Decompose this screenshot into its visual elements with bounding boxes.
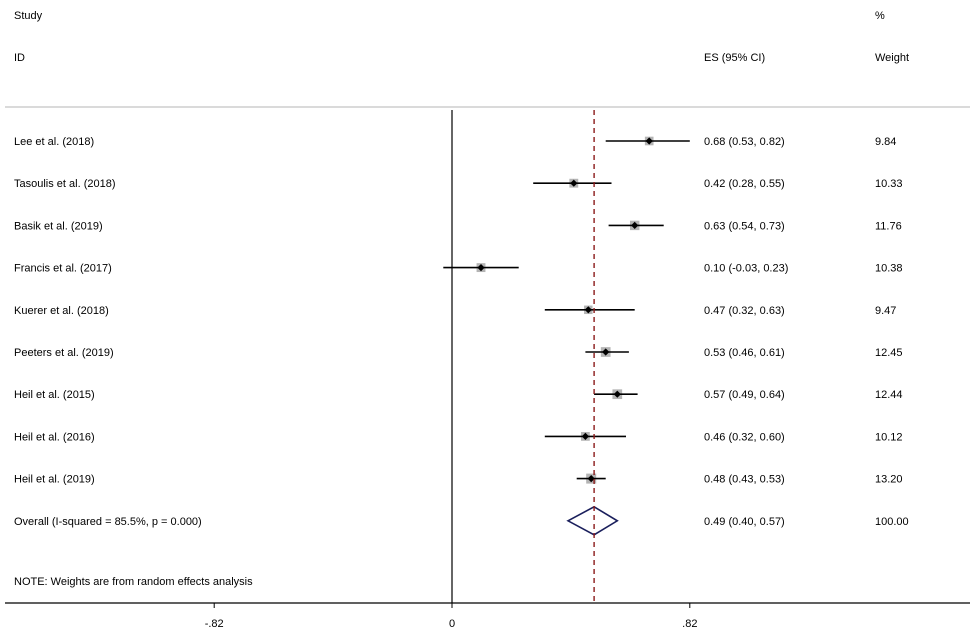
study-label: Heil et al. (2016): [14, 431, 95, 443]
effect-size-text: 0.53 (0.46, 0.61): [704, 347, 785, 359]
header-study: Study: [14, 10, 43, 22]
effect-size-text: 0.68 (0.53, 0.82): [704, 136, 785, 148]
overall-diamond: [566, 505, 619, 536]
header-weight: Weight: [875, 52, 909, 64]
study-label: Heil et al. (2019): [14, 474, 95, 486]
weight-text: 13.20: [875, 474, 903, 486]
effect-size-text: 0.46 (0.32, 0.60): [704, 431, 785, 443]
study-label: Kuerer et al. (2018): [14, 305, 109, 317]
study-label: Lee et al. (2018): [14, 136, 94, 148]
study-label: Peeters et al. (2019): [14, 347, 114, 359]
effect-size-text: 0.42 (0.28, 0.55): [704, 178, 785, 190]
point-estimate: [613, 390, 621, 398]
study-label: Basik et al. (2019): [14, 220, 103, 232]
weight-text: 9.47: [875, 305, 896, 317]
effect-size-text: 0.63 (0.54, 0.73): [704, 220, 785, 232]
weight-text: 10.33: [875, 178, 903, 190]
weight-text: 10.12: [875, 431, 903, 443]
header-es: ES (95% CI): [704, 52, 765, 64]
study-rows: Lee et al. (2018) 0.68 (0.53, 0.82) 9.84 Ta…: [14, 136, 909, 528]
note-text: NOTE: Weights are from random effects an…: [14, 576, 253, 588]
weight-text: 12.45: [875, 347, 903, 359]
overall-label: Overall (I-squared = 85.5%, p = 0.000): [14, 516, 202, 528]
study-label: Heil et al. (2015): [14, 389, 95, 401]
study-label: Francis et al. (2017): [14, 263, 112, 275]
weight-text: 11.76: [875, 220, 902, 232]
header-id: ID: [14, 52, 25, 64]
effect-size-text: 0.47 (0.32, 0.63): [704, 305, 785, 317]
x-axis: -.82 0 .82: [5, 110, 970, 630]
x-tick-label: .82: [682, 618, 697, 630]
point-estimate: [581, 432, 589, 440]
weight-text: 12.44: [875, 389, 903, 401]
effect-size-text: 0.10 (-0.03, 0.23): [704, 263, 788, 275]
point-estimate: [631, 221, 639, 229]
point-estimate: [477, 264, 485, 272]
point-estimate: [570, 179, 578, 187]
plot-marks: [443, 110, 690, 603]
weight-text: 10.38: [875, 263, 903, 275]
effect-size-text: 0.48 (0.43, 0.53): [704, 474, 785, 486]
point-estimate: [645, 137, 653, 145]
x-tick-label: 0: [449, 618, 455, 630]
point-estimate: [584, 306, 592, 314]
weight-text: 9.84: [875, 136, 896, 148]
header-percent: %: [875, 10, 885, 22]
point-estimate: [587, 475, 595, 483]
effect-size-text: 0.57 (0.49, 0.64): [704, 389, 785, 401]
x-tick-label: -.82: [205, 618, 224, 630]
overall-weight-text: 100.00: [875, 516, 909, 528]
point-estimate: [602, 348, 610, 356]
overall-es-text: 0.49 (0.40, 0.57): [704, 516, 785, 528]
header: Study ID ES (95% CI) % Weight: [5, 10, 970, 108]
study-label: Tasoulis et al. (2018): [14, 178, 116, 190]
